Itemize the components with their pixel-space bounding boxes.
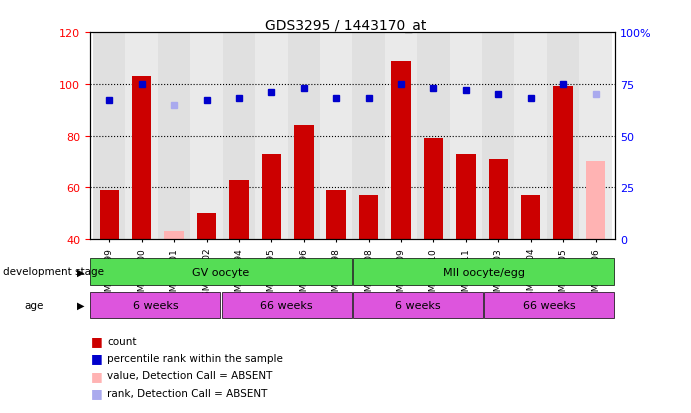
Bar: [579, 33, 612, 240]
Text: 6 weeks: 6 weeks: [133, 300, 178, 310]
Bar: [417, 33, 450, 240]
Bar: [586, 162, 605, 240]
Bar: [126, 33, 158, 240]
Bar: [93, 33, 126, 240]
Bar: [424, 139, 443, 240]
Text: MII oocyte/egg: MII oocyte/egg: [443, 267, 524, 277]
Text: ■: ■: [91, 334, 103, 347]
Text: ■: ■: [91, 351, 103, 365]
Text: rank, Detection Call = ABSENT: rank, Detection Call = ABSENT: [107, 388, 267, 398]
Text: 66 weeks: 66 weeks: [261, 300, 313, 310]
Bar: [547, 33, 579, 240]
Bar: [489, 159, 508, 240]
Text: ▶: ▶: [77, 267, 85, 277]
Text: GV oocyte: GV oocyte: [193, 267, 249, 277]
Bar: [287, 33, 320, 240]
Bar: [91, 292, 220, 318]
Text: GDS3295 / 1443170_at: GDS3295 / 1443170_at: [265, 19, 426, 33]
Bar: [359, 196, 379, 240]
Bar: [229, 180, 249, 240]
Bar: [164, 232, 184, 240]
Bar: [385, 33, 417, 240]
Bar: [100, 190, 119, 240]
Text: ■: ■: [91, 386, 103, 399]
Bar: [553, 87, 573, 240]
Text: development stage: development stage: [3, 267, 104, 277]
Text: 6 weeks: 6 weeks: [395, 300, 441, 310]
Bar: [197, 214, 216, 240]
Bar: [521, 196, 540, 240]
Bar: [484, 292, 614, 318]
Bar: [262, 154, 281, 240]
Bar: [190, 33, 223, 240]
Text: percentile rank within the sample: percentile rank within the sample: [107, 353, 283, 363]
Text: count: count: [107, 336, 137, 346]
Text: age: age: [24, 300, 44, 310]
Bar: [456, 154, 475, 240]
Bar: [353, 292, 483, 318]
Bar: [352, 33, 385, 240]
Bar: [91, 259, 352, 285]
Bar: [391, 62, 410, 240]
Bar: [515, 33, 547, 240]
Text: ▶: ▶: [77, 300, 85, 310]
Bar: [294, 126, 314, 240]
Bar: [223, 33, 255, 240]
Bar: [320, 33, 352, 240]
Bar: [132, 77, 151, 240]
Bar: [326, 190, 346, 240]
Text: value, Detection Call = ABSENT: value, Detection Call = ABSENT: [107, 370, 272, 380]
Bar: [222, 292, 352, 318]
Bar: [482, 33, 515, 240]
Bar: [255, 33, 287, 240]
Bar: [158, 33, 190, 240]
Text: ■: ■: [91, 369, 103, 382]
Bar: [450, 33, 482, 240]
Bar: [353, 259, 614, 285]
Text: 66 weeks: 66 weeks: [523, 300, 576, 310]
